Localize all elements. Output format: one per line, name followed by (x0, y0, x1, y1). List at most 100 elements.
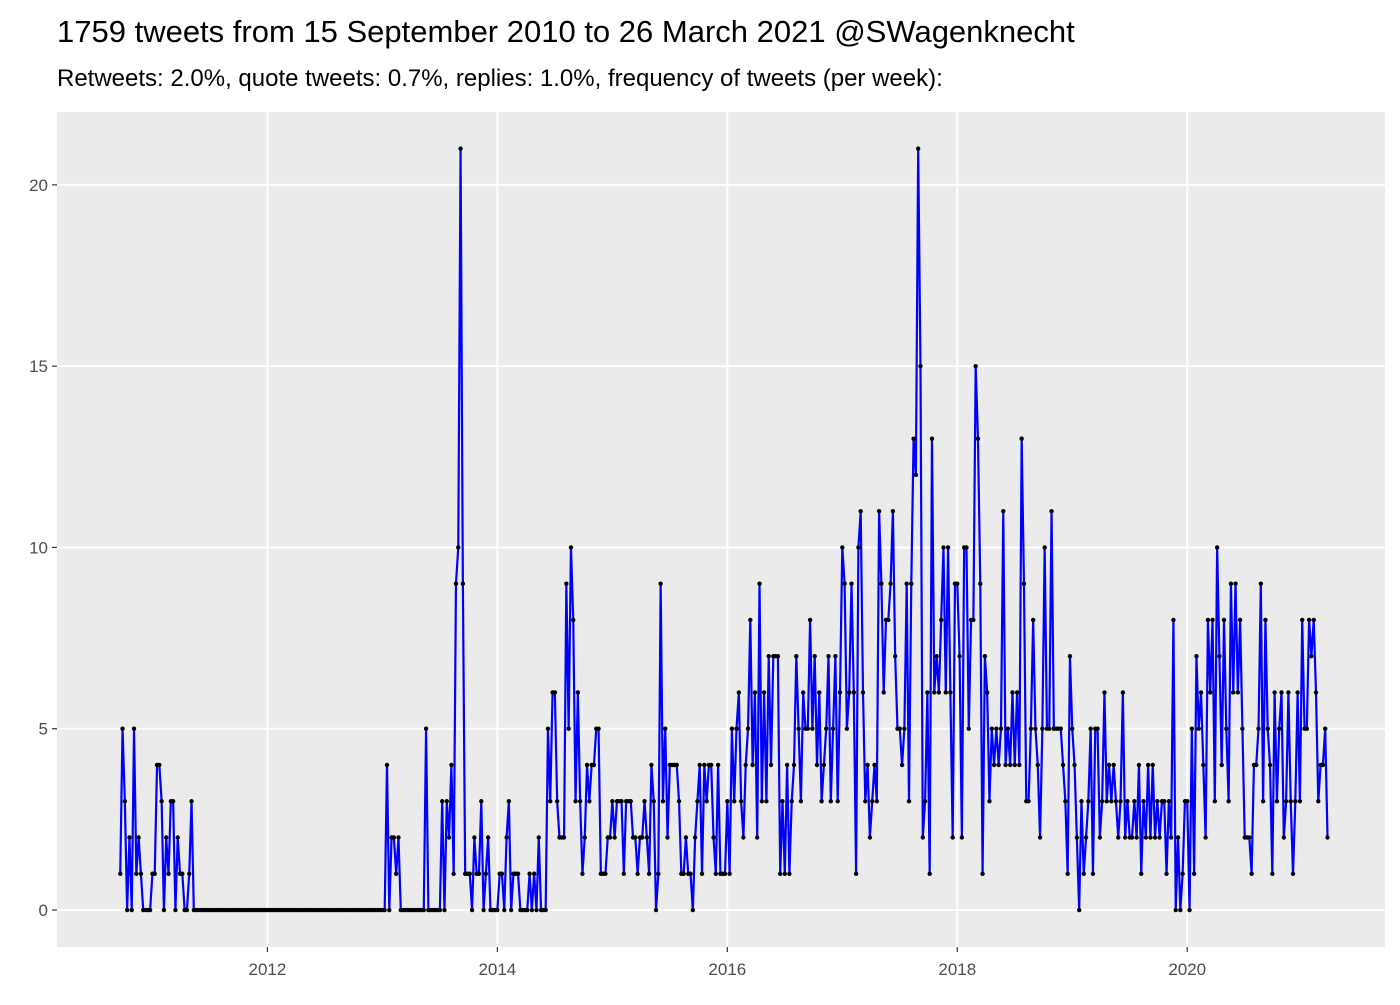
data-point (1185, 799, 1190, 804)
data-point (651, 799, 656, 804)
data-point (1219, 762, 1224, 768)
data-point (164, 835, 169, 840)
data-point (453, 581, 459, 586)
data-point (1003, 762, 1008, 768)
y-tick-label: 10 (29, 538, 48, 557)
data-point (775, 654, 781, 659)
data-point (1081, 871, 1086, 876)
y-tick-label: 15 (29, 357, 48, 376)
data-point (918, 363, 923, 369)
data-point (499, 871, 505, 876)
data-point (787, 871, 792, 876)
data-point (840, 545, 845, 550)
data-point (566, 726, 571, 731)
data-point (782, 871, 788, 876)
data-point (483, 871, 489, 876)
data-point (449, 762, 454, 768)
data-point (821, 762, 827, 768)
x-tick-label: 2012 (248, 960, 286, 979)
data-point (1208, 690, 1213, 695)
data-point (564, 581, 569, 586)
data-point (1194, 654, 1199, 659)
data-point (607, 835, 613, 840)
data-point (568, 545, 574, 550)
data-point (646, 871, 652, 876)
data-point (741, 835, 746, 840)
data-point (456, 545, 461, 550)
data-point (127, 835, 132, 840)
x-tick-label: 2020 (1168, 960, 1206, 979)
data-point (1189, 726, 1195, 731)
data-point (1042, 545, 1047, 550)
data-point (612, 835, 617, 840)
y-tick-label: 20 (29, 176, 48, 195)
data-point (1198, 690, 1204, 695)
data-point (1323, 726, 1328, 731)
data-point (1168, 835, 1174, 840)
data-point (835, 799, 840, 804)
data-point (1164, 871, 1169, 876)
data-point (1309, 654, 1314, 659)
data-point (531, 871, 537, 876)
data-point (1235, 690, 1241, 695)
data-point (1237, 617, 1243, 623)
data-point (860, 690, 866, 695)
data-point (665, 835, 670, 840)
data-point (504, 835, 509, 840)
data-point (129, 907, 134, 913)
data-point (851, 690, 856, 695)
data-point (729, 726, 735, 731)
data-point (421, 907, 426, 913)
data-point (529, 907, 535, 913)
data-point (587, 799, 592, 804)
data-point (1256, 726, 1261, 731)
data-point (1012, 762, 1017, 768)
data-point (971, 617, 976, 623)
data-point (1196, 726, 1201, 731)
data-point (1090, 871, 1096, 876)
data-point (653, 907, 659, 913)
data-point (1083, 835, 1089, 840)
data-point (423, 726, 429, 731)
data-point (881, 690, 886, 695)
data-point (479, 799, 484, 804)
data-point (1095, 726, 1100, 731)
data-point (1281, 835, 1287, 840)
data-point (561, 835, 567, 840)
data-point (1132, 799, 1137, 804)
data-point (1088, 726, 1093, 731)
data-point (552, 690, 558, 695)
data-point (536, 835, 541, 840)
data-point (743, 762, 748, 768)
data-point (1086, 799, 1091, 804)
data-point (1097, 835, 1103, 840)
data-point (748, 617, 753, 623)
data-point (826, 654, 831, 659)
data-point (902, 726, 907, 731)
data-point (842, 581, 847, 586)
data-point (1033, 726, 1038, 731)
data-point (1113, 799, 1119, 804)
data-point (1267, 762, 1273, 768)
data-point (1060, 762, 1066, 768)
data-point (628, 799, 633, 804)
data-point (704, 799, 709, 804)
data-point (899, 762, 905, 768)
data-point (1157, 835, 1162, 840)
data-point (688, 871, 693, 876)
data-point (801, 690, 806, 695)
data-point (1286, 690, 1291, 695)
data-point (814, 762, 820, 768)
data-point (580, 871, 585, 876)
data-point (833, 654, 838, 659)
data-point (1231, 690, 1236, 695)
data-point (1320, 762, 1326, 768)
data-point (1263, 617, 1268, 623)
data-point (856, 545, 861, 550)
data-point (1058, 726, 1063, 731)
data-point (543, 907, 548, 913)
data-point (810, 726, 815, 731)
data-point (1205, 617, 1211, 623)
